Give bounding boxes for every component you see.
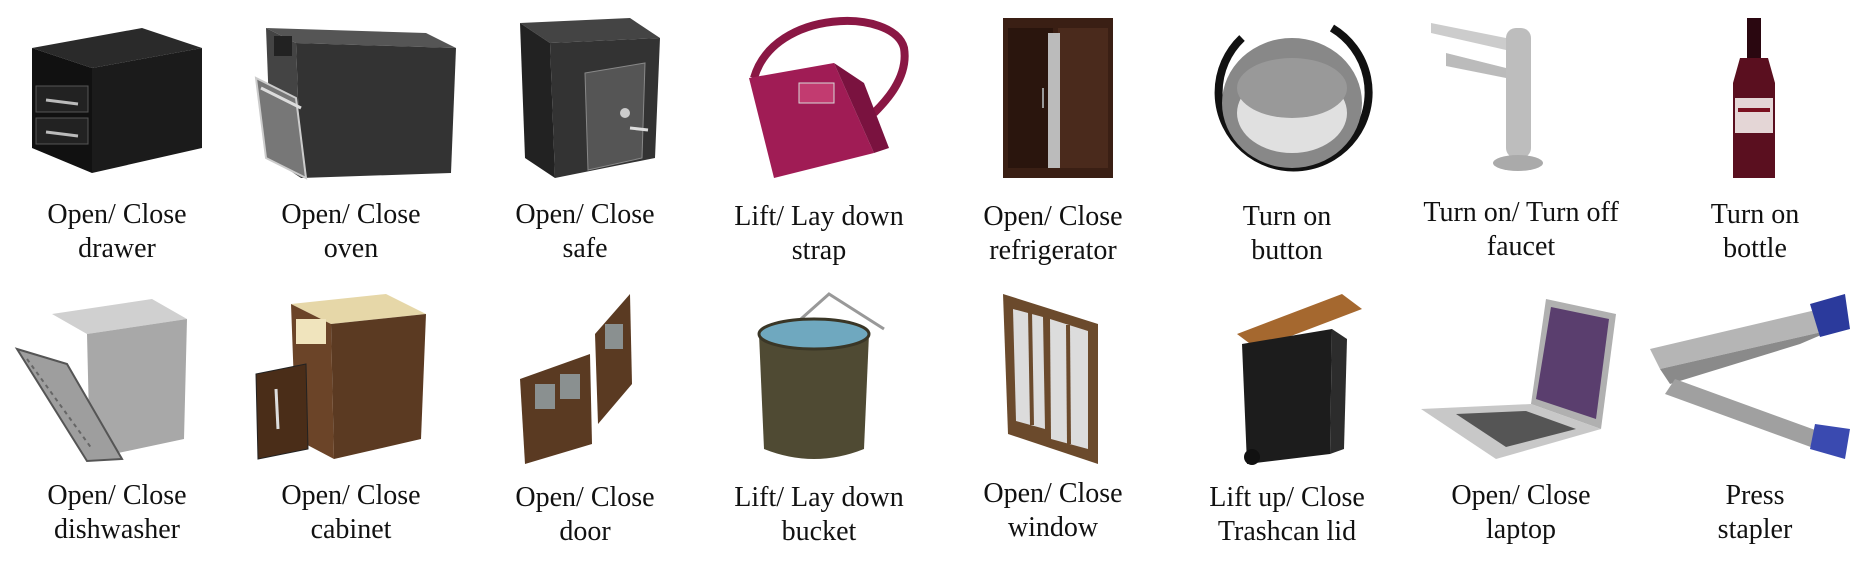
handbag-strap-icon xyxy=(714,8,924,188)
item-button: Turn on button xyxy=(1170,0,1404,281)
item-faucet: Turn on/ Turn off faucet xyxy=(1404,0,1638,281)
caption: Open/ Close refrigerator xyxy=(936,200,1170,268)
caption: Turn on bottle xyxy=(1638,198,1872,266)
caption-action: Press xyxy=(1725,480,1785,511)
bottle-icon xyxy=(1650,8,1860,188)
caption: Turn on button xyxy=(1170,200,1404,268)
caption-object: door xyxy=(559,516,611,547)
item-refrigerator: Open/ Close refrigerator xyxy=(936,0,1170,281)
caption-object: strap xyxy=(791,235,847,266)
item-safe: Open/ Close safe xyxy=(468,0,702,281)
cabinet-icon xyxy=(246,289,456,469)
caption-object: refrigerator xyxy=(989,235,1117,266)
caption-action: Open/ Close xyxy=(983,201,1123,232)
caption-action: Turn on xyxy=(1710,199,1800,230)
caption-action: Lift/ Lay down xyxy=(734,201,904,232)
caption: Open/ Close dishwasher xyxy=(0,479,234,547)
item-strap: Lift/ Lay down strap xyxy=(702,0,936,281)
window-icon xyxy=(948,289,1158,469)
caption: Lift/ Lay down strap xyxy=(702,200,936,268)
item-dishwasher: Open/ Close dishwasher xyxy=(0,281,234,562)
caption: Open/ Close door xyxy=(468,481,702,549)
caption: Lift/ Lay down bucket xyxy=(702,481,936,549)
caption-object: window xyxy=(1007,512,1099,543)
refrigerator-icon xyxy=(948,8,1158,188)
caption-action: Open/ Close xyxy=(281,480,421,511)
item-stapler: Press stapler xyxy=(1638,281,1872,562)
caption-action: Open/ Close xyxy=(515,199,655,230)
bucket-icon xyxy=(714,289,924,469)
caption-action: Open/ Close xyxy=(47,480,187,511)
round-button-icon xyxy=(1182,8,1392,188)
caption: Open/ Close oven xyxy=(234,198,468,266)
caption-object: drawer xyxy=(78,233,156,264)
item-bottle: Turn on bottle xyxy=(1638,0,1872,281)
item-bucket: Lift/ Lay down bucket xyxy=(702,281,936,562)
caption: Open/ Close window xyxy=(936,477,1170,545)
caption-object: safe xyxy=(562,233,608,264)
caption-object: oven xyxy=(323,233,379,264)
caption-action: Lift/ Lay down xyxy=(734,482,904,513)
caption-action: Open/ Close xyxy=(515,482,655,513)
caption-object: button xyxy=(1251,235,1323,266)
laptop-icon xyxy=(1416,289,1626,469)
safe-icon xyxy=(480,8,690,188)
oven-icon xyxy=(246,8,456,188)
caption-action: Open/ Close xyxy=(281,199,421,230)
caption-object: stapler xyxy=(1717,514,1793,545)
door-icon xyxy=(480,289,690,469)
caption-action: Open/ Close xyxy=(1451,480,1591,511)
drawer-icon xyxy=(12,8,222,188)
item-door: Open/ Close door xyxy=(468,281,702,562)
caption: Open/ Close safe xyxy=(468,198,702,266)
item-trashcan: Lift up/ Close Trashcan lid xyxy=(1170,281,1404,562)
caption: Turn on/ Turn off faucet xyxy=(1404,196,1638,264)
item-cabinet: Open/ Close cabinet xyxy=(234,281,468,562)
caption: Open/ Close drawer xyxy=(0,198,234,266)
caption-object: cabinet xyxy=(310,514,392,545)
caption-object: bucket xyxy=(781,516,857,547)
caption: Open/ Close cabinet xyxy=(234,479,468,547)
item-window: Open/ Close window xyxy=(936,281,1170,562)
caption: Open/ Close laptop xyxy=(1404,479,1638,547)
caption-action: Open/ Close xyxy=(983,478,1123,509)
caption: Lift up/ Close Trashcan lid xyxy=(1170,481,1404,549)
item-oven: Open/ Close oven xyxy=(234,0,468,281)
caption-object: dishwasher xyxy=(54,514,180,545)
caption-object: Trashcan lid xyxy=(1217,516,1357,547)
dishwasher-icon xyxy=(12,289,222,469)
caption-object: faucet xyxy=(1486,231,1556,262)
faucet-icon xyxy=(1416,8,1626,188)
caption-object: bottle xyxy=(1723,233,1787,264)
caption-action: Turn on/ Turn off xyxy=(1423,197,1619,228)
caption: Press stapler xyxy=(1638,479,1872,547)
stapler-icon xyxy=(1650,289,1860,469)
item-laptop: Open/ Close laptop xyxy=(1404,281,1638,562)
caption-action: Open/ Close xyxy=(47,199,187,230)
caption-object: laptop xyxy=(1486,514,1556,545)
item-drawer: Open/ Close drawer xyxy=(0,0,234,281)
caption-action: Lift up/ Close xyxy=(1209,482,1365,513)
caption-action: Turn on xyxy=(1242,201,1332,232)
trashcan-icon xyxy=(1182,289,1392,469)
